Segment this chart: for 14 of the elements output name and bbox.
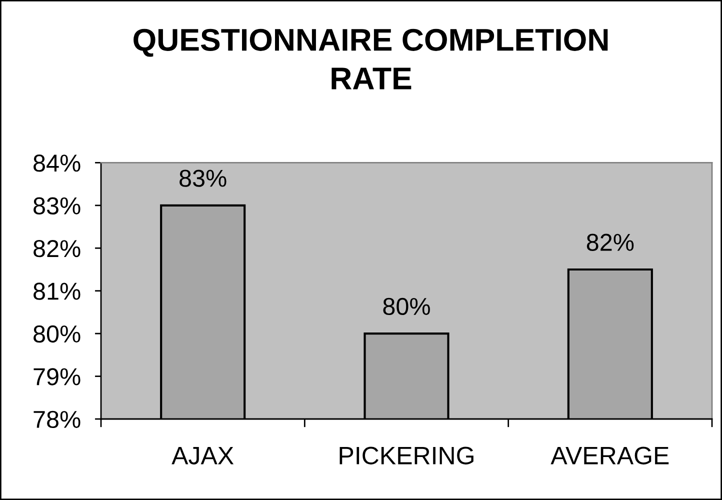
x-tick-label: AJAX [172, 447, 234, 464]
x-tick-label: AVERAGE [550, 446, 669, 464]
y-tick-label: 79% [34, 368, 80, 386]
y-tick-label: 80% [34, 325, 80, 343]
x-tick-label: PICKERING [340, 446, 474, 464]
chart-title: QUESTIONNAIRE COMPLETION RATE [134, 28, 608, 90]
y-tick-label: 84% [34, 154, 80, 172]
y-tick-label: 78% [34, 410, 80, 428]
data-label: 82% [586, 234, 634, 251]
y-tick-label: 81% [34, 282, 80, 300]
y-tick-label: 82% [34, 240, 80, 258]
y-tick-label: 83% [34, 197, 80, 214]
data-label: 80% [383, 298, 430, 316]
data-label: 83% [180, 170, 226, 187]
